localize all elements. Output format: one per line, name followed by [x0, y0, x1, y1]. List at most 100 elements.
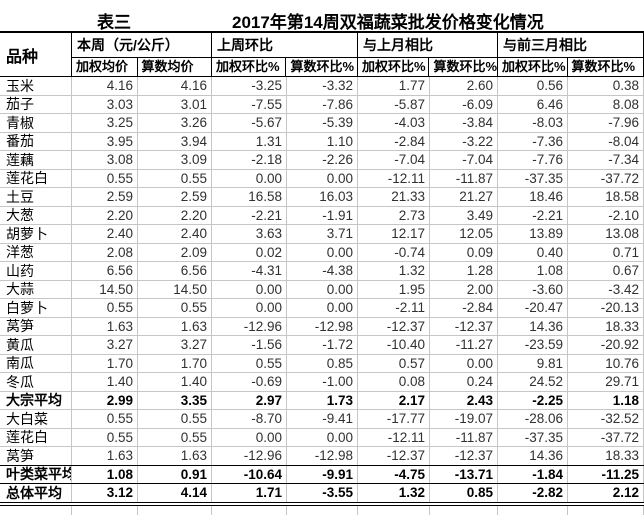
- cell-value: 1.18: [568, 391, 644, 409]
- cell-value: 14.36: [498, 447, 568, 465]
- table-row: 莴笋 1.63 1.63 -12.96 -12.98 -12.37 -12.37 14.36…: [0, 447, 644, 466]
- cell-value: -12.37: [358, 317, 430, 335]
- cell-value: -7.96: [568, 114, 644, 132]
- row-label: 青椒: [0, 114, 72, 132]
- cell-value: 18.33: [568, 317, 644, 335]
- cell-value: 0.00: [212, 428, 287, 446]
- cell-value: -12.98: [287, 447, 358, 465]
- table-row: 莲花白 0.55 0.55 0.00 0.00 -12.11 -11.87 -37.35 -3…: [0, 169, 644, 188]
- cell-value: 3.01: [138, 95, 212, 113]
- cell-value: -2.26: [287, 151, 358, 169]
- cell-value: 1.32: [358, 484, 430, 502]
- cell-value: -0.69: [212, 373, 287, 391]
- row-label: 莴笋: [0, 317, 72, 335]
- cell-value: 2.40: [72, 225, 138, 243]
- cell-value: 18.33: [568, 447, 644, 465]
- table-row: 大白菜 0.55 0.55 -8.70 -9.41 -17.77 -19.07 -28.06…: [0, 410, 644, 429]
- column-header-arith-pct: 算数环比%: [286, 58, 357, 77]
- row-label: 叶类菜平均: [0, 465, 72, 483]
- cell-value: 0.08: [358, 373, 430, 391]
- cell-value: -3.84: [430, 114, 498, 132]
- cell-value: -12.11: [358, 428, 430, 446]
- cell-value: 1.73: [287, 391, 358, 409]
- cell-value: 2.20: [72, 206, 138, 224]
- cell-value: -2.82: [498, 484, 568, 502]
- cell-value: 2.08: [72, 243, 138, 261]
- cell-value: 14.50: [138, 280, 212, 298]
- cell-value: -9.91: [287, 465, 358, 483]
- cell-value: 3.71: [287, 225, 358, 243]
- column-group-label: 上周环比: [212, 33, 357, 58]
- column-header-arith-pct: 算数环比%: [567, 58, 643, 77]
- column-header-arith-pct: 算数环比%: [429, 58, 497, 77]
- cell-value: -3.22: [430, 132, 498, 150]
- cell-value: 0.00: [430, 354, 498, 372]
- table-row: 南瓜 1.70 1.70 0.55 0.85 0.57 0.00 9.81 10.76: [0, 354, 644, 373]
- table-row: 大蒜 14.50 14.50 0.00 0.00 1.95 2.00 -3.60 -3.42: [0, 280, 644, 299]
- cell-value: 2.59: [72, 188, 138, 206]
- cell-value: -17.77: [358, 410, 430, 428]
- cell-value: 2.73: [358, 206, 430, 224]
- table-row: 胡萝卜 2.40 2.40 3.63 3.71 12.17 12.05 13.89 13.08: [0, 225, 644, 244]
- table-header: 品种 本周（元/公斤） 加权均价 算数均价 上周环比 加权环比% 算数环比% 与…: [0, 31, 644, 77]
- cell-value: 2.20: [138, 206, 212, 224]
- cell-value: 2.09: [138, 243, 212, 261]
- cell-value: 0.57: [358, 354, 430, 372]
- cell-value: -7.04: [358, 151, 430, 169]
- cell-value: -1.91: [287, 206, 358, 224]
- cell-value: -5.39: [287, 114, 358, 132]
- cell-value: 12.05: [430, 225, 498, 243]
- cell-value: -12.98: [287, 317, 358, 335]
- cell-value: 0.00: [287, 428, 358, 446]
- cell-value: 0.55: [72, 299, 138, 317]
- cell-value: -11.25: [568, 465, 644, 483]
- double-bottom-rule: [0, 503, 644, 506]
- cell-value: 9.81: [498, 354, 568, 372]
- row-label: 大葱: [0, 206, 72, 224]
- cell-value: 2.17: [358, 391, 430, 409]
- cell-value: -10.64: [212, 465, 287, 483]
- cell-value: 4.14: [138, 484, 212, 502]
- column-group-vs-last-month: 与上月相比 加权环比% 算数环比%: [358, 33, 498, 77]
- cell-value: -2.84: [430, 299, 498, 317]
- table-row: 山药 6.56 6.56 -4.31 -4.38 1.32 1.28 1.08 0.67: [0, 262, 644, 281]
- cell-value: 16.58: [212, 188, 287, 206]
- cell-value: 0.02: [212, 243, 287, 261]
- cell-value: 0.38: [568, 77, 644, 95]
- cell-value: 3.27: [138, 336, 212, 354]
- cell-value: -37.72: [568, 169, 644, 187]
- cell-value: 2.12: [568, 484, 644, 502]
- cell-value: -7.86: [287, 95, 358, 113]
- cell-value: 0.55: [72, 428, 138, 446]
- cell-value: 1.70: [138, 354, 212, 372]
- cell-value: -13.71: [430, 465, 498, 483]
- cell-value: -0.74: [358, 243, 430, 261]
- cell-value: -12.96: [212, 317, 287, 335]
- cell-value: 2.43: [430, 391, 498, 409]
- row-label: 山药: [0, 262, 72, 280]
- column-header-variety: 品种: [0, 33, 72, 77]
- table-row: 莲花白 0.55 0.55 0.00 0.00 -12.11 -11.87 -37.35 -3…: [0, 428, 644, 447]
- cell-value: -11.87: [430, 169, 498, 187]
- cell-value: 0.40: [498, 243, 568, 261]
- cell-value: -10.40: [358, 336, 430, 354]
- row-label: 土豆: [0, 188, 72, 206]
- cell-value: 1.77: [358, 77, 430, 95]
- gridline-stubs: [0, 505, 644, 515]
- table-row: 大宗平均 2.99 3.35 2.97 1.73 2.17 2.43 -2.25 1.18: [0, 391, 644, 410]
- cell-value: 1.63: [138, 317, 212, 335]
- cell-value: -4.38: [287, 262, 358, 280]
- cell-value: 1.95: [358, 280, 430, 298]
- cell-value: 2.60: [430, 77, 498, 95]
- cell-value: 10.76: [568, 354, 644, 372]
- cell-value: -7.04: [430, 151, 498, 169]
- table-row: 叶类菜平均 1.08 0.91 -10.64 -9.91 -4.75 -13.71 -1.8…: [0, 465, 644, 484]
- cell-value: 0.00: [287, 169, 358, 187]
- cell-value: 0.55: [138, 299, 212, 317]
- cell-value: -3.25: [212, 77, 287, 95]
- cell-value: -37.72: [568, 428, 644, 446]
- column-group-vs-prev-3-months: 与前三月相比 加权环比% 算数环比%: [498, 33, 644, 77]
- cell-value: 0.00: [287, 299, 358, 317]
- cell-value: 13.08: [568, 225, 644, 243]
- cell-value: 0.00: [287, 280, 358, 298]
